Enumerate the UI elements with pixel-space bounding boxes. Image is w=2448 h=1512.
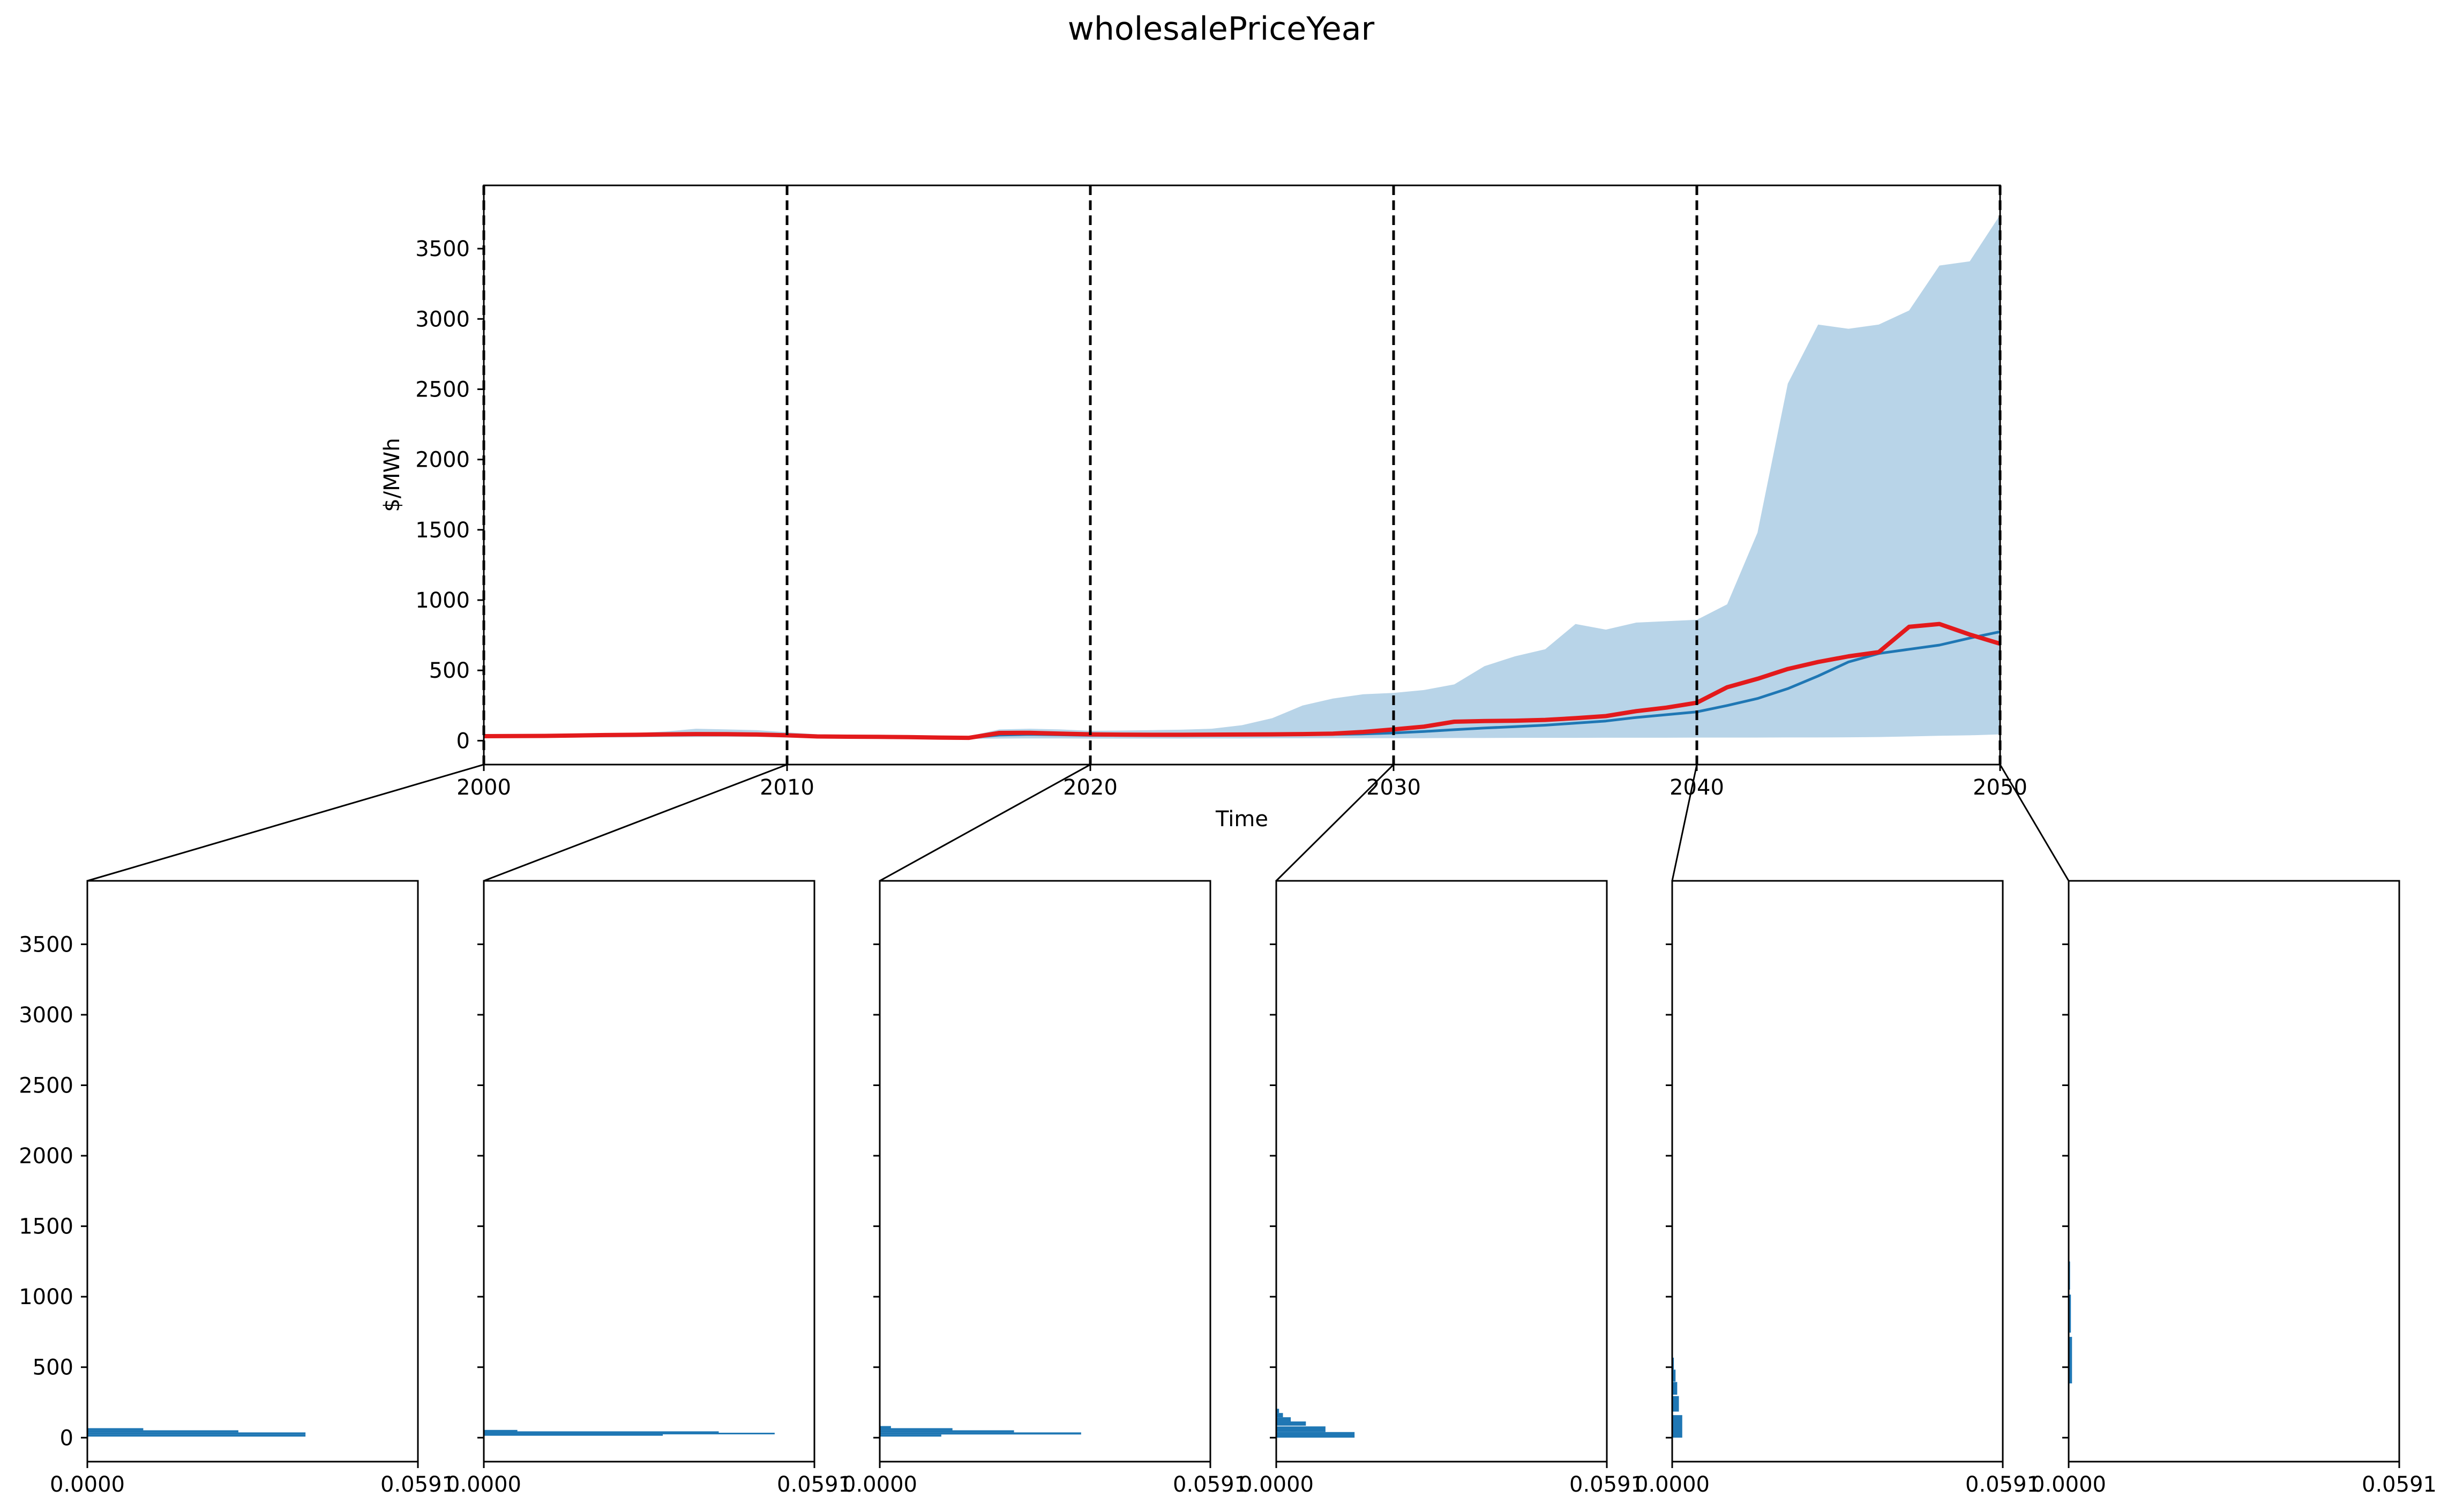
histogram-bar xyxy=(880,1434,941,1437)
series-line-2 xyxy=(483,622,2001,740)
hist-x-tick-label: 0.0000 xyxy=(1635,1472,1710,1497)
histogram-bar xyxy=(87,1434,306,1437)
histogram-bar xyxy=(2069,1294,2071,1333)
histogram-bar xyxy=(1672,1357,1674,1370)
histogram-bar xyxy=(87,1432,306,1435)
hist-y-tick-label: 1000 xyxy=(19,1285,73,1309)
main-plot-frame xyxy=(483,184,2001,766)
hist-x-tick-label: 0.0591 xyxy=(777,1472,852,1497)
zoom-connector-line xyxy=(1275,764,1395,882)
histogram-panel-3: 0.0000 0.0591 xyxy=(842,880,1248,1497)
y-tick-label: 2000 xyxy=(415,448,470,473)
histogram-frame xyxy=(2068,880,2400,1463)
zoom-connector-line xyxy=(879,764,1091,882)
hist-y-tick-label: 0 xyxy=(60,1426,73,1450)
zoom-connectors xyxy=(87,764,2070,882)
histogram-bar xyxy=(1276,1409,1279,1413)
y-axis-label: $/MWh xyxy=(380,438,405,512)
hist-y-tick-label: 2500 xyxy=(19,1074,73,1098)
x-tick-label: 2030 xyxy=(1366,775,1421,800)
histogram-panels: 0.0000 0.05910500100015002000250030003500… xyxy=(19,880,2437,1497)
histogram-bar xyxy=(484,1433,775,1435)
hist-x-tick-label: 0.0000 xyxy=(1239,1472,1314,1497)
x-tick-label: 2050 xyxy=(1973,775,2027,800)
histogram-bar xyxy=(1276,1432,1355,1438)
histogram-bar xyxy=(880,1428,953,1431)
histogram-bar xyxy=(880,1426,891,1428)
y-tick-label: 3000 xyxy=(415,307,470,332)
x-axis-label: Time xyxy=(1215,807,1268,832)
histogram-bar xyxy=(87,1428,144,1431)
zoom-connector-line xyxy=(87,764,484,882)
histogram-bar xyxy=(2069,1337,2072,1383)
x-tick-label: 2010 xyxy=(760,775,814,800)
hist-y-tick-label: 1500 xyxy=(19,1215,73,1239)
histogram-frame xyxy=(879,880,1211,1463)
histogram-bar xyxy=(1672,1382,1678,1395)
y-tick-label: 3500 xyxy=(415,237,470,261)
x-tick-label: 2040 xyxy=(1670,775,1724,800)
histogram-frame xyxy=(483,880,815,1463)
hist-x-tick-label: 0.0000 xyxy=(446,1472,521,1497)
histogram-frame xyxy=(86,880,419,1463)
hist-x-tick-label: 0.0591 xyxy=(2362,1472,2437,1497)
hist-x-tick-label: 0.0591 xyxy=(1569,1472,1644,1497)
histogram-bar xyxy=(1276,1417,1291,1422)
histogram-bar xyxy=(484,1431,719,1433)
histogram-panel-5: 0.0000 0.0591 xyxy=(1635,880,2040,1497)
histogram-panel-4: 0.0000 0.0591 xyxy=(1239,880,1644,1497)
main-timeseries-panel: 2000 2010 2020 2030 2040 2050 0 500 1000 1500 2000… xyxy=(380,184,2027,832)
zoom-connector-line xyxy=(1671,764,1698,881)
hist-y-tick-label: 500 xyxy=(33,1356,73,1380)
histogram-frame xyxy=(1671,880,2004,1463)
hist-y-tick-label: 2000 xyxy=(19,1144,73,1169)
hist-x-tick-label: 0.0000 xyxy=(842,1472,917,1497)
histogram-bar xyxy=(1672,1369,1676,1382)
histogram-panel-6: 0.0000 0.0591 xyxy=(2031,880,2437,1497)
hist-x-tick-label: 0.0591 xyxy=(1173,1472,1248,1497)
y-tick-label: 1000 xyxy=(415,588,470,613)
hist-x-tick-label: 0.0000 xyxy=(50,1472,125,1497)
hist-x-tick-label: 0.0591 xyxy=(1965,1472,2040,1497)
histogram-bar xyxy=(880,1432,1081,1435)
y-tick-label: 500 xyxy=(429,658,470,683)
y-tick-label: 2500 xyxy=(415,377,470,402)
histogram-bar xyxy=(1276,1421,1306,1426)
x-tick-label: 2020 xyxy=(1063,775,1118,800)
zoom-connector-line xyxy=(1999,764,2070,881)
hist-y-tick-label: 3000 xyxy=(19,1003,73,1028)
histogram-panel-2: 0.0000 0.0591 xyxy=(446,880,852,1497)
histogram-bar xyxy=(87,1430,238,1433)
hist-x-tick-label: 0.0591 xyxy=(380,1472,455,1497)
histogram-bar xyxy=(1276,1426,1326,1432)
y-tick-label: 1500 xyxy=(415,518,470,543)
range-band xyxy=(484,215,2000,739)
histogram-bar xyxy=(484,1434,663,1436)
histogram-bar xyxy=(484,1429,518,1432)
histogram-bar xyxy=(1672,1415,1682,1438)
x-tick-label: 2000 xyxy=(456,775,511,800)
hist-y-tick-label: 3500 xyxy=(19,932,73,957)
chart-title: wholesalePriceYear xyxy=(1068,10,1375,48)
histogram-frame xyxy=(1275,880,1608,1463)
y-tick-label: 0 xyxy=(456,729,470,753)
histogram-bar xyxy=(1672,1396,1679,1412)
histogram-bar xyxy=(880,1430,1014,1433)
hist-x-tick-label: 0.0000 xyxy=(2031,1472,2106,1497)
histogram-panel-1: 0.0000 0.0591 0 500 1000 1500 2000 2500 3000 3500 xyxy=(19,880,455,1497)
zoom-connector-line xyxy=(483,764,788,882)
histogram-bar xyxy=(1276,1413,1283,1418)
